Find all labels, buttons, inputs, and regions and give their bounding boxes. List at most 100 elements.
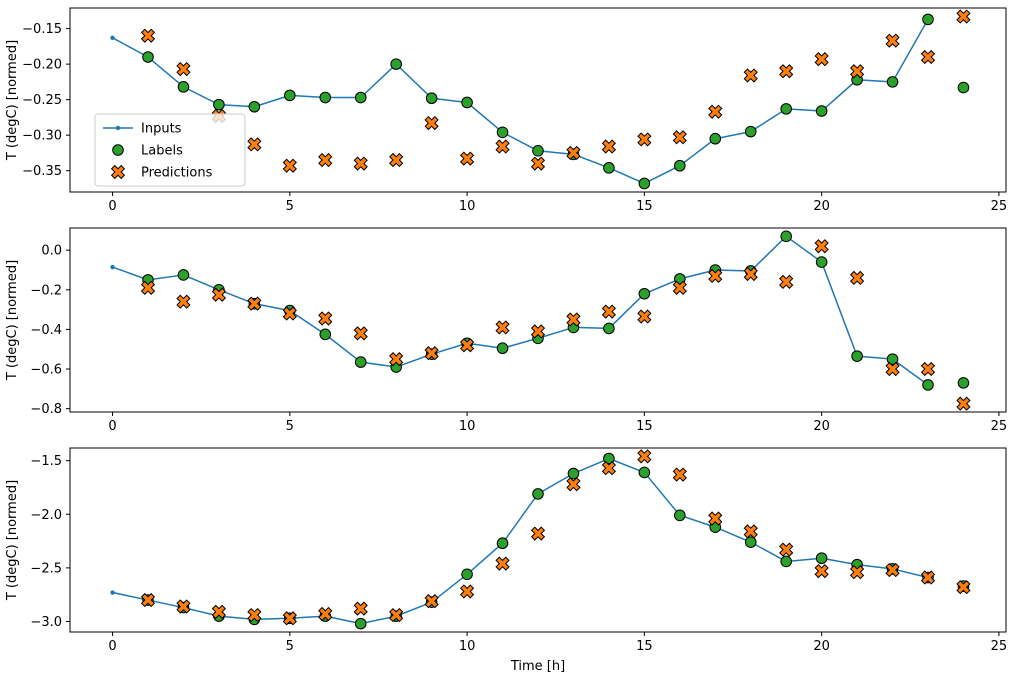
labels-marker (354, 617, 367, 630)
x-tick-label: 10 (459, 639, 476, 654)
predictions-marker (566, 477, 581, 492)
predictions-marker (424, 594, 439, 609)
x-tick-label: 15 (636, 639, 653, 654)
y-tick-label: −0.25 (22, 93, 62, 108)
labels-marker (425, 92, 438, 105)
labels-marker (922, 379, 934, 391)
y-tick-label: −0.35 (22, 164, 62, 179)
x-tick-label: 25 (991, 199, 1008, 214)
predictions-marker (708, 511, 723, 526)
predictions-marker (637, 132, 652, 147)
predictions-marker (211, 604, 227, 619)
y-axis-label: T (degC) [normed] (5, 260, 20, 381)
predictions-marker (282, 611, 297, 626)
predictions-marker (743, 266, 758, 282)
inputs-line (112, 19, 929, 185)
predictions-marker (176, 599, 191, 614)
x-tick-label: 15 (636, 199, 653, 214)
labels-marker (957, 377, 970, 389)
inputs-marker (110, 264, 115, 270)
x-tick-label: 5 (286, 199, 294, 214)
predictions-marker (920, 570, 936, 585)
predictions-marker (672, 467, 687, 482)
predictions-marker (176, 61, 191, 77)
y-axis-label: T (degC) [normed] (5, 480, 20, 601)
labels-marker (354, 91, 367, 104)
predictions-marker (779, 542, 794, 557)
labels-marker (142, 51, 154, 63)
labels-marker (603, 322, 615, 335)
labels-marker (177, 269, 190, 281)
labels-marker (709, 132, 722, 145)
labels-marker (390, 58, 402, 70)
predictions-marker (530, 156, 546, 171)
x-tick-label: 25 (991, 639, 1008, 654)
predictions-marker (459, 151, 475, 166)
labels-marker (780, 230, 792, 243)
labels-marker (851, 350, 863, 362)
predictions-marker (637, 449, 652, 464)
labels-marker (496, 537, 509, 550)
x-axis-label: Time [h] (510, 659, 565, 674)
legend-labels-marker (112, 144, 124, 156)
predictions-marker (495, 320, 510, 335)
labels-marker (496, 342, 509, 355)
predictions-marker (211, 287, 227, 302)
predictions-marker (424, 115, 439, 131)
y-tick-label: −0.20 (22, 58, 62, 73)
y-tick-label: −2.5 (30, 561, 62, 576)
predictions-marker (885, 361, 900, 377)
predictions-marker (353, 601, 368, 616)
predictions-marker (956, 580, 971, 595)
predictions-marker (708, 268, 723, 284)
y-tick-label: −0.15 (22, 22, 62, 37)
predictions-marker (601, 139, 617, 154)
predictions-marker (459, 338, 475, 353)
labels-marker (638, 466, 651, 479)
predictions-marker (459, 584, 475, 599)
predictions-marker (849, 64, 865, 79)
legend-label-labels: Labels (141, 144, 183, 159)
predictions-marker (779, 274, 794, 289)
x-tick-label: 20 (813, 199, 830, 214)
legend-label-inputs: Inputs (141, 122, 182, 137)
labels-marker (815, 256, 828, 268)
legend-predictions-marker (110, 164, 126, 180)
labels-marker (284, 89, 296, 102)
y-tick-label: −2.0 (30, 508, 62, 523)
x-tick-label: 15 (636, 419, 653, 434)
labels-marker (957, 81, 970, 94)
labels-marker (177, 81, 190, 93)
predictions-marker (318, 152, 333, 168)
labels-marker (886, 353, 899, 365)
y-tick-label: −3.0 (30, 615, 62, 630)
predictions-marker (601, 304, 617, 319)
x-tick-label: 0 (108, 419, 116, 434)
predictions-marker (530, 324, 546, 339)
predictions-marker (814, 563, 829, 579)
x-tick-label: 10 (459, 419, 476, 434)
y-tick-label: −0.6 (30, 363, 62, 378)
predictions-marker (140, 280, 156, 295)
labels-marker (532, 144, 544, 157)
predictions-marker (566, 145, 581, 161)
predictions-marker (389, 607, 404, 623)
predictions-marker (353, 326, 368, 341)
predictions-marker (140, 28, 156, 43)
y-tick-label: −0.8 (30, 402, 62, 417)
predictions-marker (247, 137, 262, 152)
legend-inputs-marker (115, 125, 121, 131)
labels-marker (744, 536, 757, 548)
predictions-marker (247, 296, 262, 311)
y-tick-label: −0.2 (30, 283, 62, 298)
predictions-marker (849, 270, 865, 286)
predictions-marker (495, 556, 510, 571)
predictions-marker (282, 158, 297, 173)
predictions-marker (956, 396, 971, 411)
predictions-marker (672, 280, 687, 295)
predictions-marker (353, 156, 368, 171)
labels-marker (886, 76, 899, 88)
y-tick-label: −0.30 (22, 129, 62, 144)
labels-marker (674, 509, 686, 522)
predictions-marker (920, 361, 936, 377)
